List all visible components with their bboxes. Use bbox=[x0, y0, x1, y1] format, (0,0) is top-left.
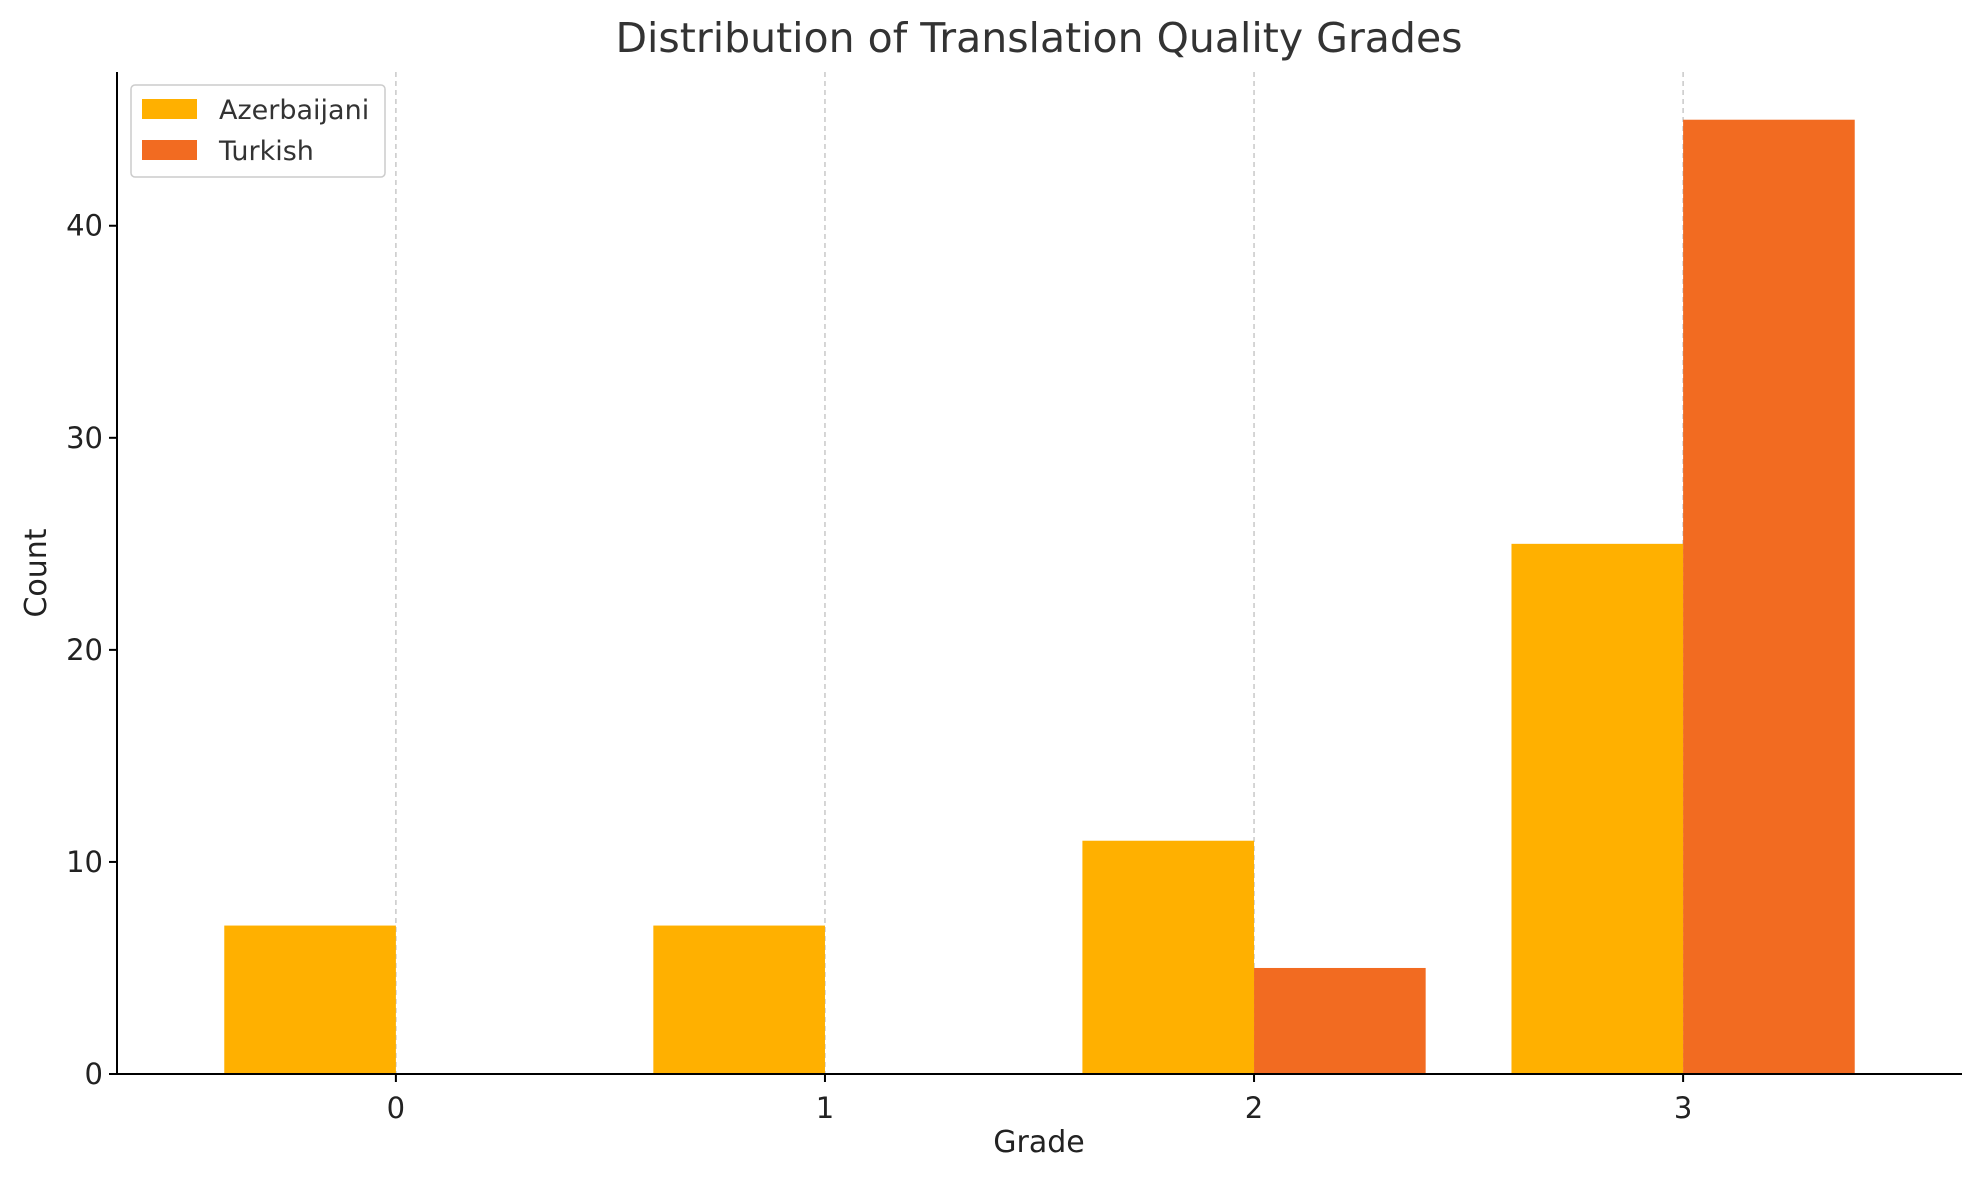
y-tick-label-30: 30 bbox=[66, 421, 103, 455]
x-tick-label-2: 2 bbox=[1245, 1091, 1263, 1125]
legend-label-turkish: Turkish bbox=[218, 136, 314, 167]
chart-title: Distribution of Translation Quality Grad… bbox=[615, 14, 1462, 62]
bar-azerbaijani-grade-3 bbox=[1511, 543, 1684, 1074]
bar-azerbaijani-grade-0 bbox=[224, 925, 396, 1074]
x-tick-label-0: 0 bbox=[387, 1091, 405, 1125]
bar-turkish-grade-2 bbox=[1254, 967, 1426, 1074]
ticks-layer: 0 10 20 30 40 0 1 2 3 bbox=[66, 209, 1692, 1125]
grid-layer bbox=[395, 72, 1684, 1074]
legend-swatch-azerbaijani bbox=[142, 99, 197, 119]
legend-swatch-turkish bbox=[142, 140, 197, 160]
axes-layer bbox=[116, 72, 1962, 1075]
x-tick-label-1: 1 bbox=[816, 1091, 834, 1125]
x-axis-label: Grade bbox=[993, 1125, 1084, 1160]
y-tick-label-0: 0 bbox=[85, 1057, 103, 1091]
legend-label-azerbaijani: Azerbaijani bbox=[219, 95, 369, 126]
y-tick-label-20: 20 bbox=[66, 633, 103, 667]
bar-azerbaijani-grade-1 bbox=[653, 925, 825, 1074]
y-axis-label: Count bbox=[19, 528, 54, 617]
y-tick-label-10: 10 bbox=[66, 845, 103, 879]
legend: Azerbaijani Turkish bbox=[130, 84, 386, 178]
y-tick-label-40: 40 bbox=[66, 209, 103, 243]
bar-turkish-grade-3 bbox=[1683, 119, 1855, 1074]
x-tick-label-3: 3 bbox=[1674, 1091, 1692, 1125]
bar-azerbaijani-grade-2 bbox=[1082, 840, 1255, 1074]
bars-layer bbox=[224, 119, 1855, 1074]
